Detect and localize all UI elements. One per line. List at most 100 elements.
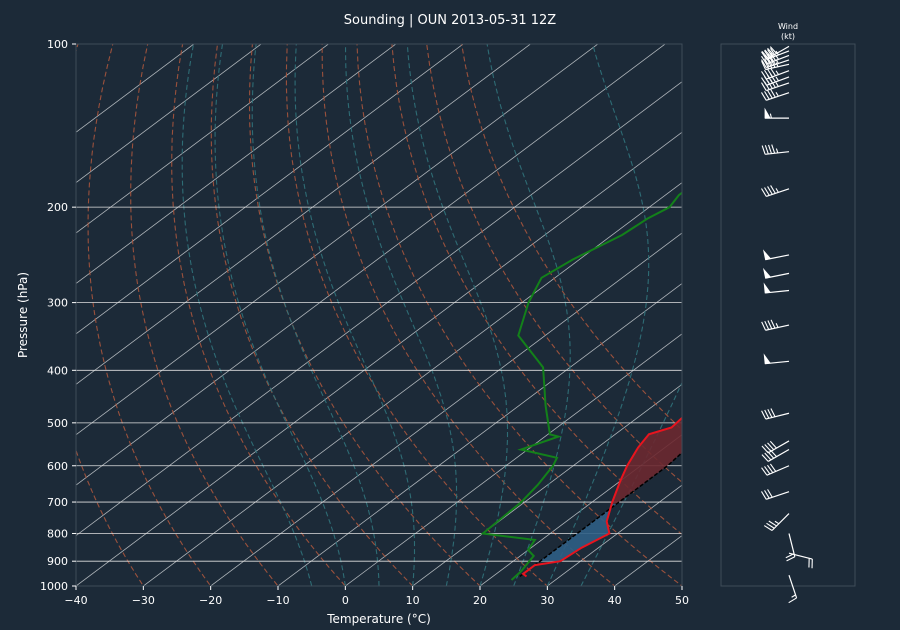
y-tick-label: 900 bbox=[47, 555, 68, 568]
wind-barb-flag bbox=[764, 69, 770, 79]
x-tick-label: 50 bbox=[675, 594, 689, 607]
wind-barb bbox=[761, 319, 790, 331]
wind-barb-flag bbox=[788, 597, 797, 604]
dry-adiabat bbox=[391, 44, 682, 536]
wind-barb bbox=[763, 267, 790, 279]
isotherm bbox=[76, 44, 464, 335]
wind-barb bbox=[761, 67, 790, 80]
wind-barb-pennant bbox=[763, 282, 771, 294]
wind-barb-flag bbox=[767, 409, 773, 418]
wind-barb-flag bbox=[785, 553, 795, 559]
isotherm bbox=[76, 44, 532, 385]
isotherm bbox=[344, 333, 682, 586]
isotherm bbox=[76, 81, 682, 537]
wind-barb bbox=[761, 440, 790, 454]
y-tick-label: 300 bbox=[47, 297, 68, 310]
wind-barb-half-flag bbox=[775, 76, 779, 82]
wind-barb-flag bbox=[770, 67, 776, 77]
wind-barb-half-flag bbox=[775, 70, 779, 75]
wind-panel-title-line: (kt) bbox=[781, 32, 795, 41]
wind-barb-flag bbox=[767, 47, 775, 56]
wind-barb-flag bbox=[764, 187, 770, 196]
wind-barb bbox=[761, 489, 790, 500]
wind-barb-flag bbox=[770, 185, 776, 194]
dry-adiabat bbox=[285, 44, 549, 586]
wind-barb-staff bbox=[766, 188, 790, 197]
wind-barb-flag bbox=[767, 489, 773, 498]
wind-barb-half-flag bbox=[775, 92, 779, 97]
wind-barb-staff bbox=[788, 574, 798, 599]
moist-adiabat bbox=[344, 44, 458, 586]
x-tick-label: 10 bbox=[406, 594, 420, 607]
wind-barb-flag bbox=[767, 442, 775, 451]
wind-barb-flag bbox=[768, 520, 777, 527]
wind-barb-half-flag bbox=[775, 148, 779, 154]
wind-barb-staff bbox=[767, 45, 790, 59]
wind-barb-flag bbox=[771, 144, 776, 154]
wind-barb-half-flag bbox=[775, 82, 779, 87]
wind-barb-staff bbox=[766, 59, 790, 69]
wind-barb-flag bbox=[764, 466, 771, 475]
dewpoint-profile-line bbox=[480, 191, 682, 581]
wind-barb-flag bbox=[766, 522, 775, 529]
wind-barb-flag bbox=[786, 556, 796, 562]
wind-barb-staff bbox=[766, 76, 790, 86]
wind-barb-flag bbox=[761, 59, 767, 68]
wind-barb-staff bbox=[766, 70, 790, 80]
wind-barb-pennant bbox=[763, 249, 772, 261]
isotherm bbox=[76, 44, 599, 436]
wind-barb-half-flag bbox=[775, 62, 779, 67]
wind-barb-staff bbox=[771, 513, 790, 531]
x-tick-label: 40 bbox=[608, 594, 622, 607]
wind-barb-staff bbox=[765, 151, 790, 155]
wind-barb-staff bbox=[765, 412, 790, 420]
wind-barb-half-flag bbox=[769, 113, 772, 119]
wind-barb bbox=[761, 144, 790, 155]
wind-barb-flag bbox=[770, 408, 776, 417]
dry-adiabat bbox=[321, 44, 616, 586]
y-tick-label: 700 bbox=[47, 496, 68, 509]
wind-barb-staff bbox=[766, 491, 790, 500]
wind-barb-staff bbox=[788, 533, 796, 557]
wind-barb-flag bbox=[767, 186, 773, 195]
wind-barb-staff bbox=[765, 63, 790, 71]
moist-adiabat bbox=[251, 44, 380, 586]
x-tick-label: 20 bbox=[473, 594, 487, 607]
wind-barb-half-flag bbox=[774, 520, 780, 525]
plot-background bbox=[76, 44, 682, 586]
isotherm bbox=[76, 44, 195, 133]
wind-barb-flag bbox=[764, 452, 772, 461]
wind-barb-flag bbox=[761, 467, 768, 476]
x-axis: −40 −30 −20 −10 0 10 20 30 40 50 bbox=[64, 586, 689, 607]
wind-barb-flag bbox=[768, 144, 773, 154]
wind-barb-pennant bbox=[763, 353, 771, 365]
wind-barb bbox=[785, 533, 796, 562]
isotherm bbox=[209, 232, 682, 586]
wind-barb bbox=[788, 574, 798, 604]
temperature-profile-line bbox=[521, 416, 682, 578]
wind-barb bbox=[761, 463, 790, 476]
x-tick-label: 30 bbox=[540, 594, 554, 607]
y-tick-label: 200 bbox=[47, 201, 68, 214]
x-tick-label: −10 bbox=[266, 594, 289, 607]
wind-barb bbox=[763, 513, 790, 531]
y-tick-label: 800 bbox=[47, 527, 68, 540]
wind-barb bbox=[763, 353, 790, 365]
wind-barb-flag bbox=[764, 49, 772, 58]
wind-barb-flag bbox=[761, 410, 767, 420]
wind-barb-half-flag bbox=[775, 323, 779, 328]
wind-barb bbox=[761, 408, 790, 420]
wind-barb-staff bbox=[767, 448, 790, 462]
wind-barb-flag bbox=[761, 454, 769, 462]
y-tick-label: 400 bbox=[47, 364, 68, 377]
isotherm bbox=[142, 182, 682, 586]
dry-adiabat bbox=[171, 44, 347, 586]
isotherm bbox=[546, 484, 682, 586]
isotherm bbox=[76, 44, 397, 285]
wind-barb bbox=[761, 45, 790, 59]
isotherm bbox=[277, 283, 682, 586]
wind-barb-flag bbox=[764, 444, 772, 452]
moist-adiabat bbox=[406, 44, 509, 586]
wind-barb-flag bbox=[761, 55, 767, 65]
